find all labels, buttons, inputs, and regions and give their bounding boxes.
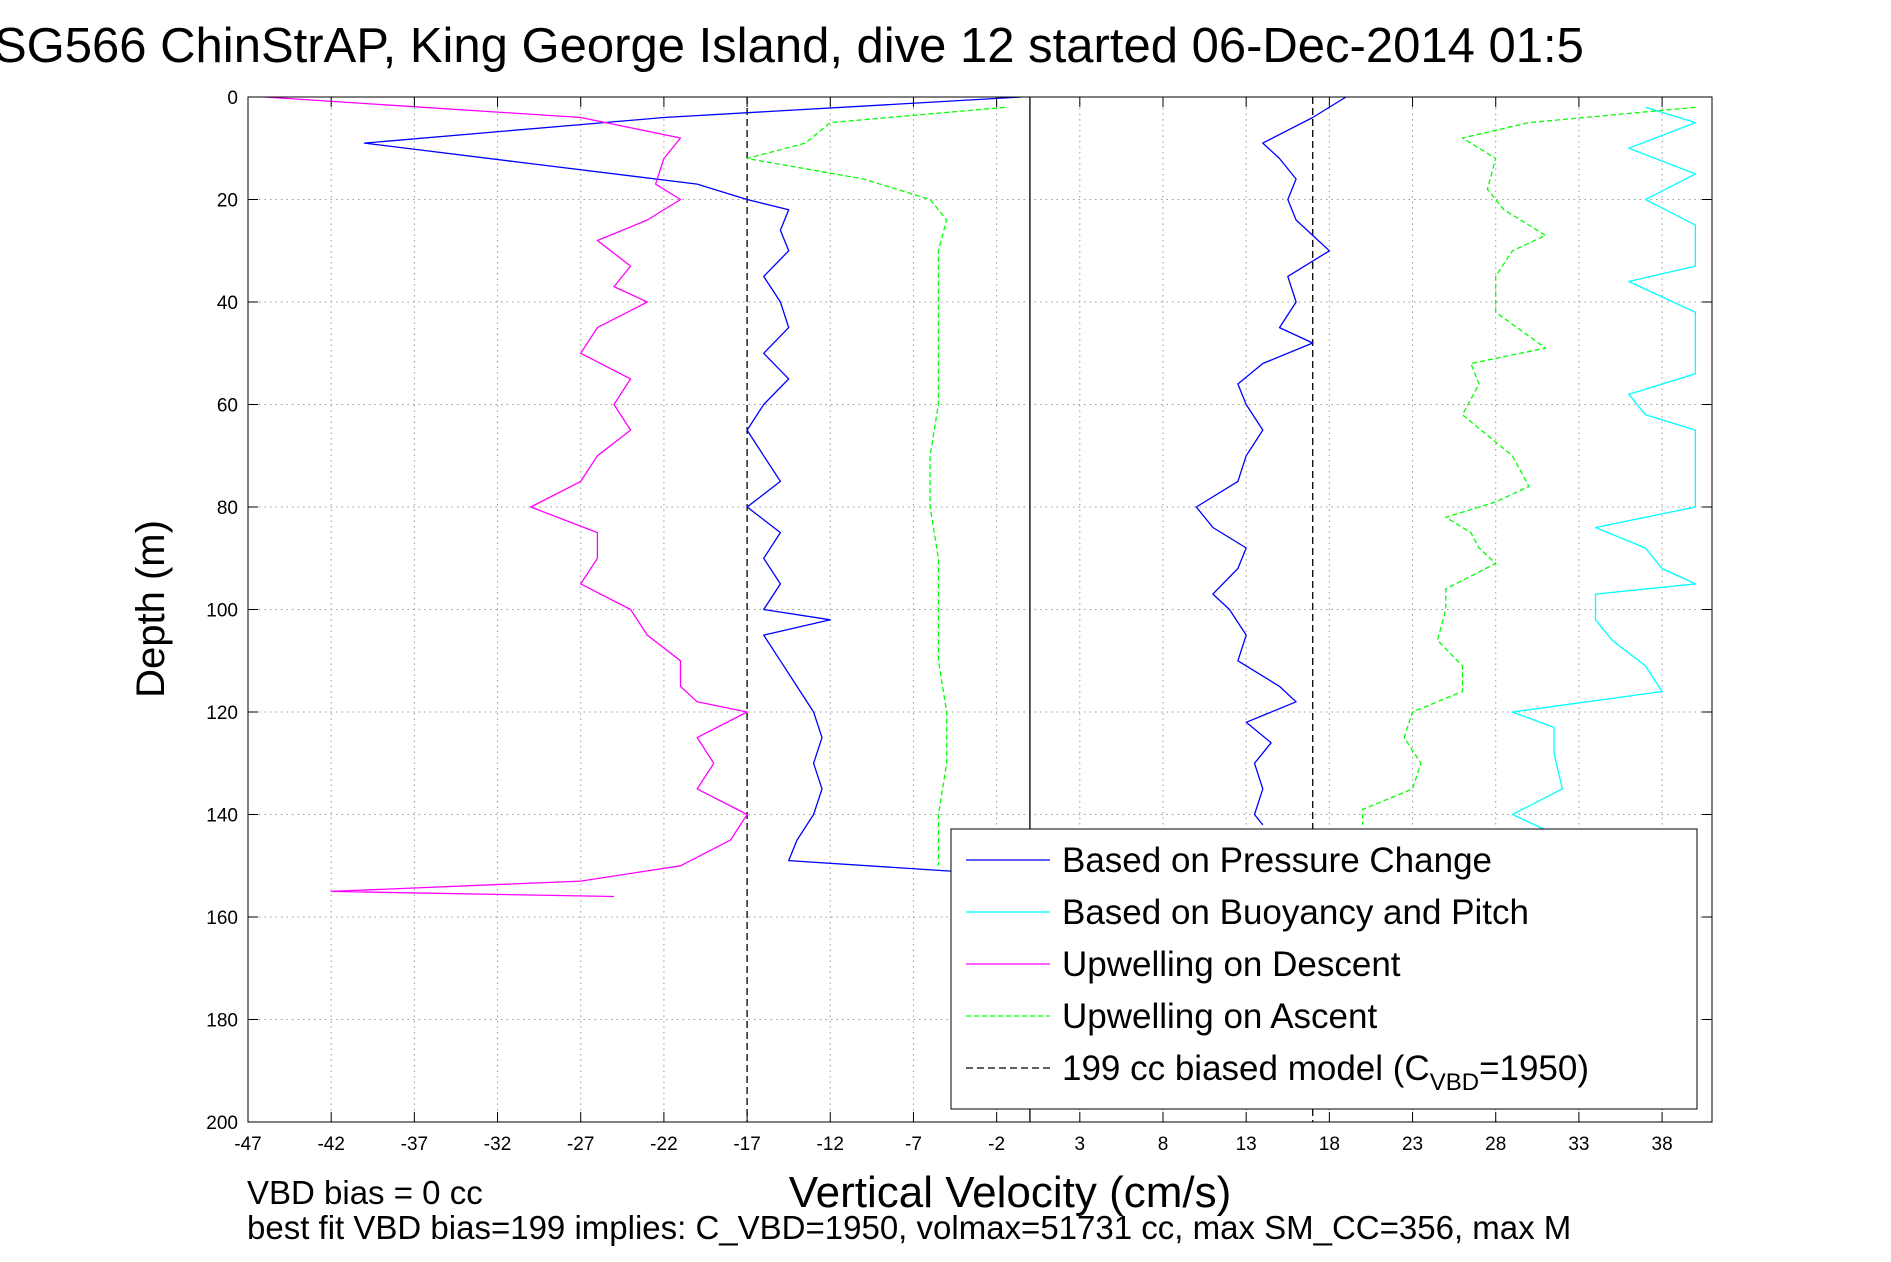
y-axis-ticks: 0 20 40 60 80 100 120 140 160 180 200 — [206, 88, 1712, 1134]
y-tick-label: 80 — [217, 498, 238, 519]
y-tick-label: 120 — [206, 703, 238, 724]
x-tick-label: 13 — [1236, 1134, 1257, 1155]
x-tick-label: -47 — [234, 1134, 261, 1155]
y-axis-label: Depth (m) — [129, 520, 173, 698]
y-tick-label: 140 — [206, 806, 238, 827]
best-fit-note: best fit VBD bias=199 implies: C_VBD=195… — [247, 1209, 1571, 1246]
x-tick-label: 33 — [1568, 1134, 1589, 1155]
vbd-bias-note: VBD bias = 0 cc — [247, 1174, 483, 1211]
y-tick-label: 60 — [217, 396, 238, 417]
y-tick-label: 20 — [217, 191, 238, 212]
chart-title: SG566 ChinStrAP, King George Island, div… — [0, 19, 1584, 73]
y-tick-label: 100 — [206, 601, 238, 622]
x-tick-label: 8 — [1158, 1134, 1169, 1155]
x-tick-label: -22 — [650, 1134, 677, 1155]
series-lines — [264, 97, 1697, 898]
legend-label: Upwelling on Ascent — [1062, 997, 1377, 1036]
series-based-on-pressure-change-line — [363, 97, 1047, 877]
y-tick-label: 180 — [206, 1011, 238, 1032]
legend: Based on Pressure Change Based on Buoyanc… — [950, 828, 1698, 1110]
x-tick-label: 38 — [1652, 1134, 1673, 1155]
x-tick-label: -42 — [317, 1134, 344, 1155]
legend-label: Upwelling on Descent — [1062, 945, 1401, 984]
x-tick-label: -12 — [817, 1134, 844, 1155]
x-tick-label: -37 — [401, 1134, 428, 1155]
series-based-on-pressure-change-line — [1195, 97, 1347, 826]
legend-label: Based on Pressure Change — [1062, 841, 1492, 880]
x-tick-label: 18 — [1319, 1134, 1340, 1155]
series-based-on-buoyancy-and-pitch-line — [1511, 106, 1697, 893]
x-tick-label: -27 — [567, 1134, 594, 1155]
y-tick-label: 0 — [227, 88, 238, 109]
x-tick-label: 3 — [1075, 1134, 1086, 1155]
legend-box — [950, 828, 1698, 1110]
y-tick-label: 160 — [206, 908, 238, 929]
x-tick-label: 23 — [1402, 1134, 1423, 1155]
x-tick-label: -32 — [484, 1134, 511, 1155]
series-upwelling-on-descent-line — [264, 97, 748, 898]
x-tick-label: 28 — [1485, 1134, 1506, 1155]
series-upwelling-on-ascent-line — [746, 106, 1006, 866]
x-tick-label: -7 — [905, 1134, 922, 1155]
series-upwelling-on-ascent-line — [1361, 106, 1696, 825]
x-tick-label: -2 — [988, 1134, 1005, 1155]
x-tick-label: -17 — [733, 1134, 760, 1155]
legend-label: Based on Buoyancy and Pitch — [1062, 893, 1529, 932]
y-tick-label: 40 — [217, 293, 238, 314]
x-axis-ticks: -47 -42 -37 -32 -27 -22 -17 -12 -7 -2 3 8 13 18 23 28 33… — [234, 97, 1673, 1155]
x-axis-label: Vertical Velocity (cm/s) — [789, 1168, 1232, 1217]
y-tick-label: 200 — [206, 1113, 238, 1134]
